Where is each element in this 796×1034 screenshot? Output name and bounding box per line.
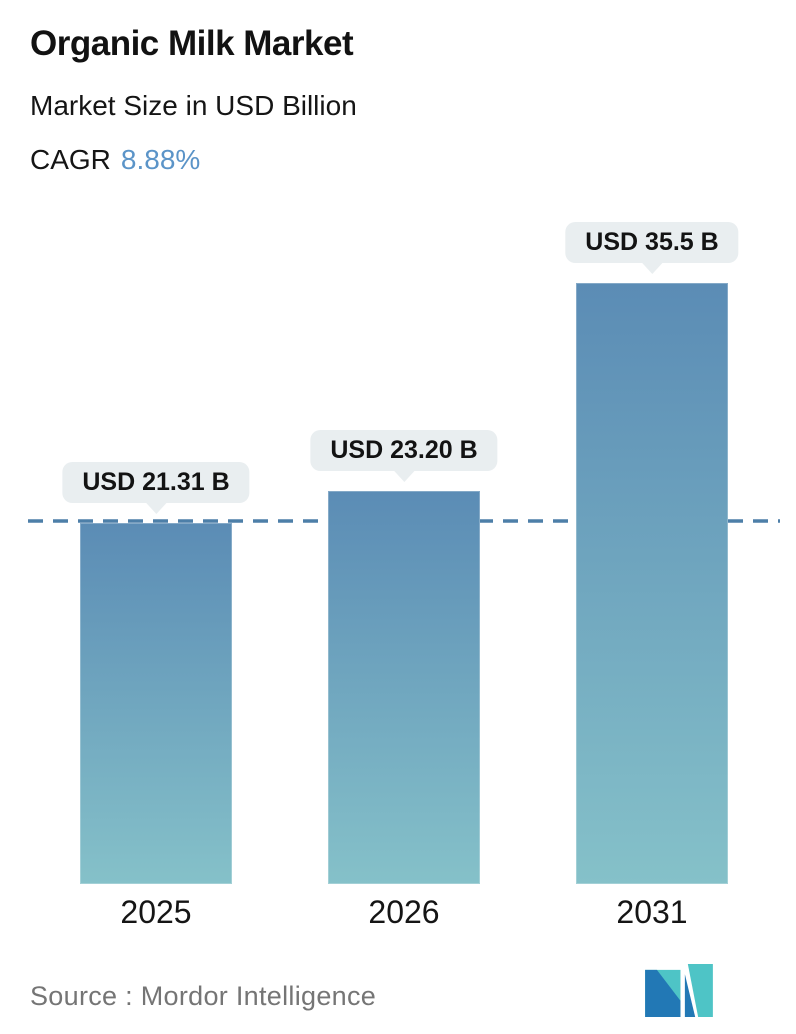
x-axis-label-2026: 2026	[368, 894, 440, 930]
bar-2026	[328, 491, 480, 884]
mordor-intelligence-logo	[645, 964, 713, 1017]
header: Organic Milk Market Market Size in USD B…	[30, 24, 357, 176]
cagr-label: CAGR	[30, 144, 111, 175]
chart-subtitle: Market Size in USD Billion	[30, 90, 357, 121]
x-axis-label-2031: 2031	[616, 894, 688, 930]
value-callout-2026: USD 23.20 B	[310, 430, 498, 472]
value-callout-2025: USD 21.31 B	[62, 462, 250, 504]
source-text: Source : Mordor Intelligence	[30, 981, 377, 1011]
chart-title: Organic Milk Market	[30, 24, 354, 63]
cagr-line: CAGR 8.88%	[30, 144, 357, 176]
bar-2025	[80, 523, 232, 884]
cagr-value: 8.88%	[120, 144, 201, 175]
bar-2031	[576, 283, 728, 884]
value-callout-2031: USD 35.5 B	[565, 222, 739, 263]
x-axis-label-2025: 2025	[120, 894, 192, 930]
